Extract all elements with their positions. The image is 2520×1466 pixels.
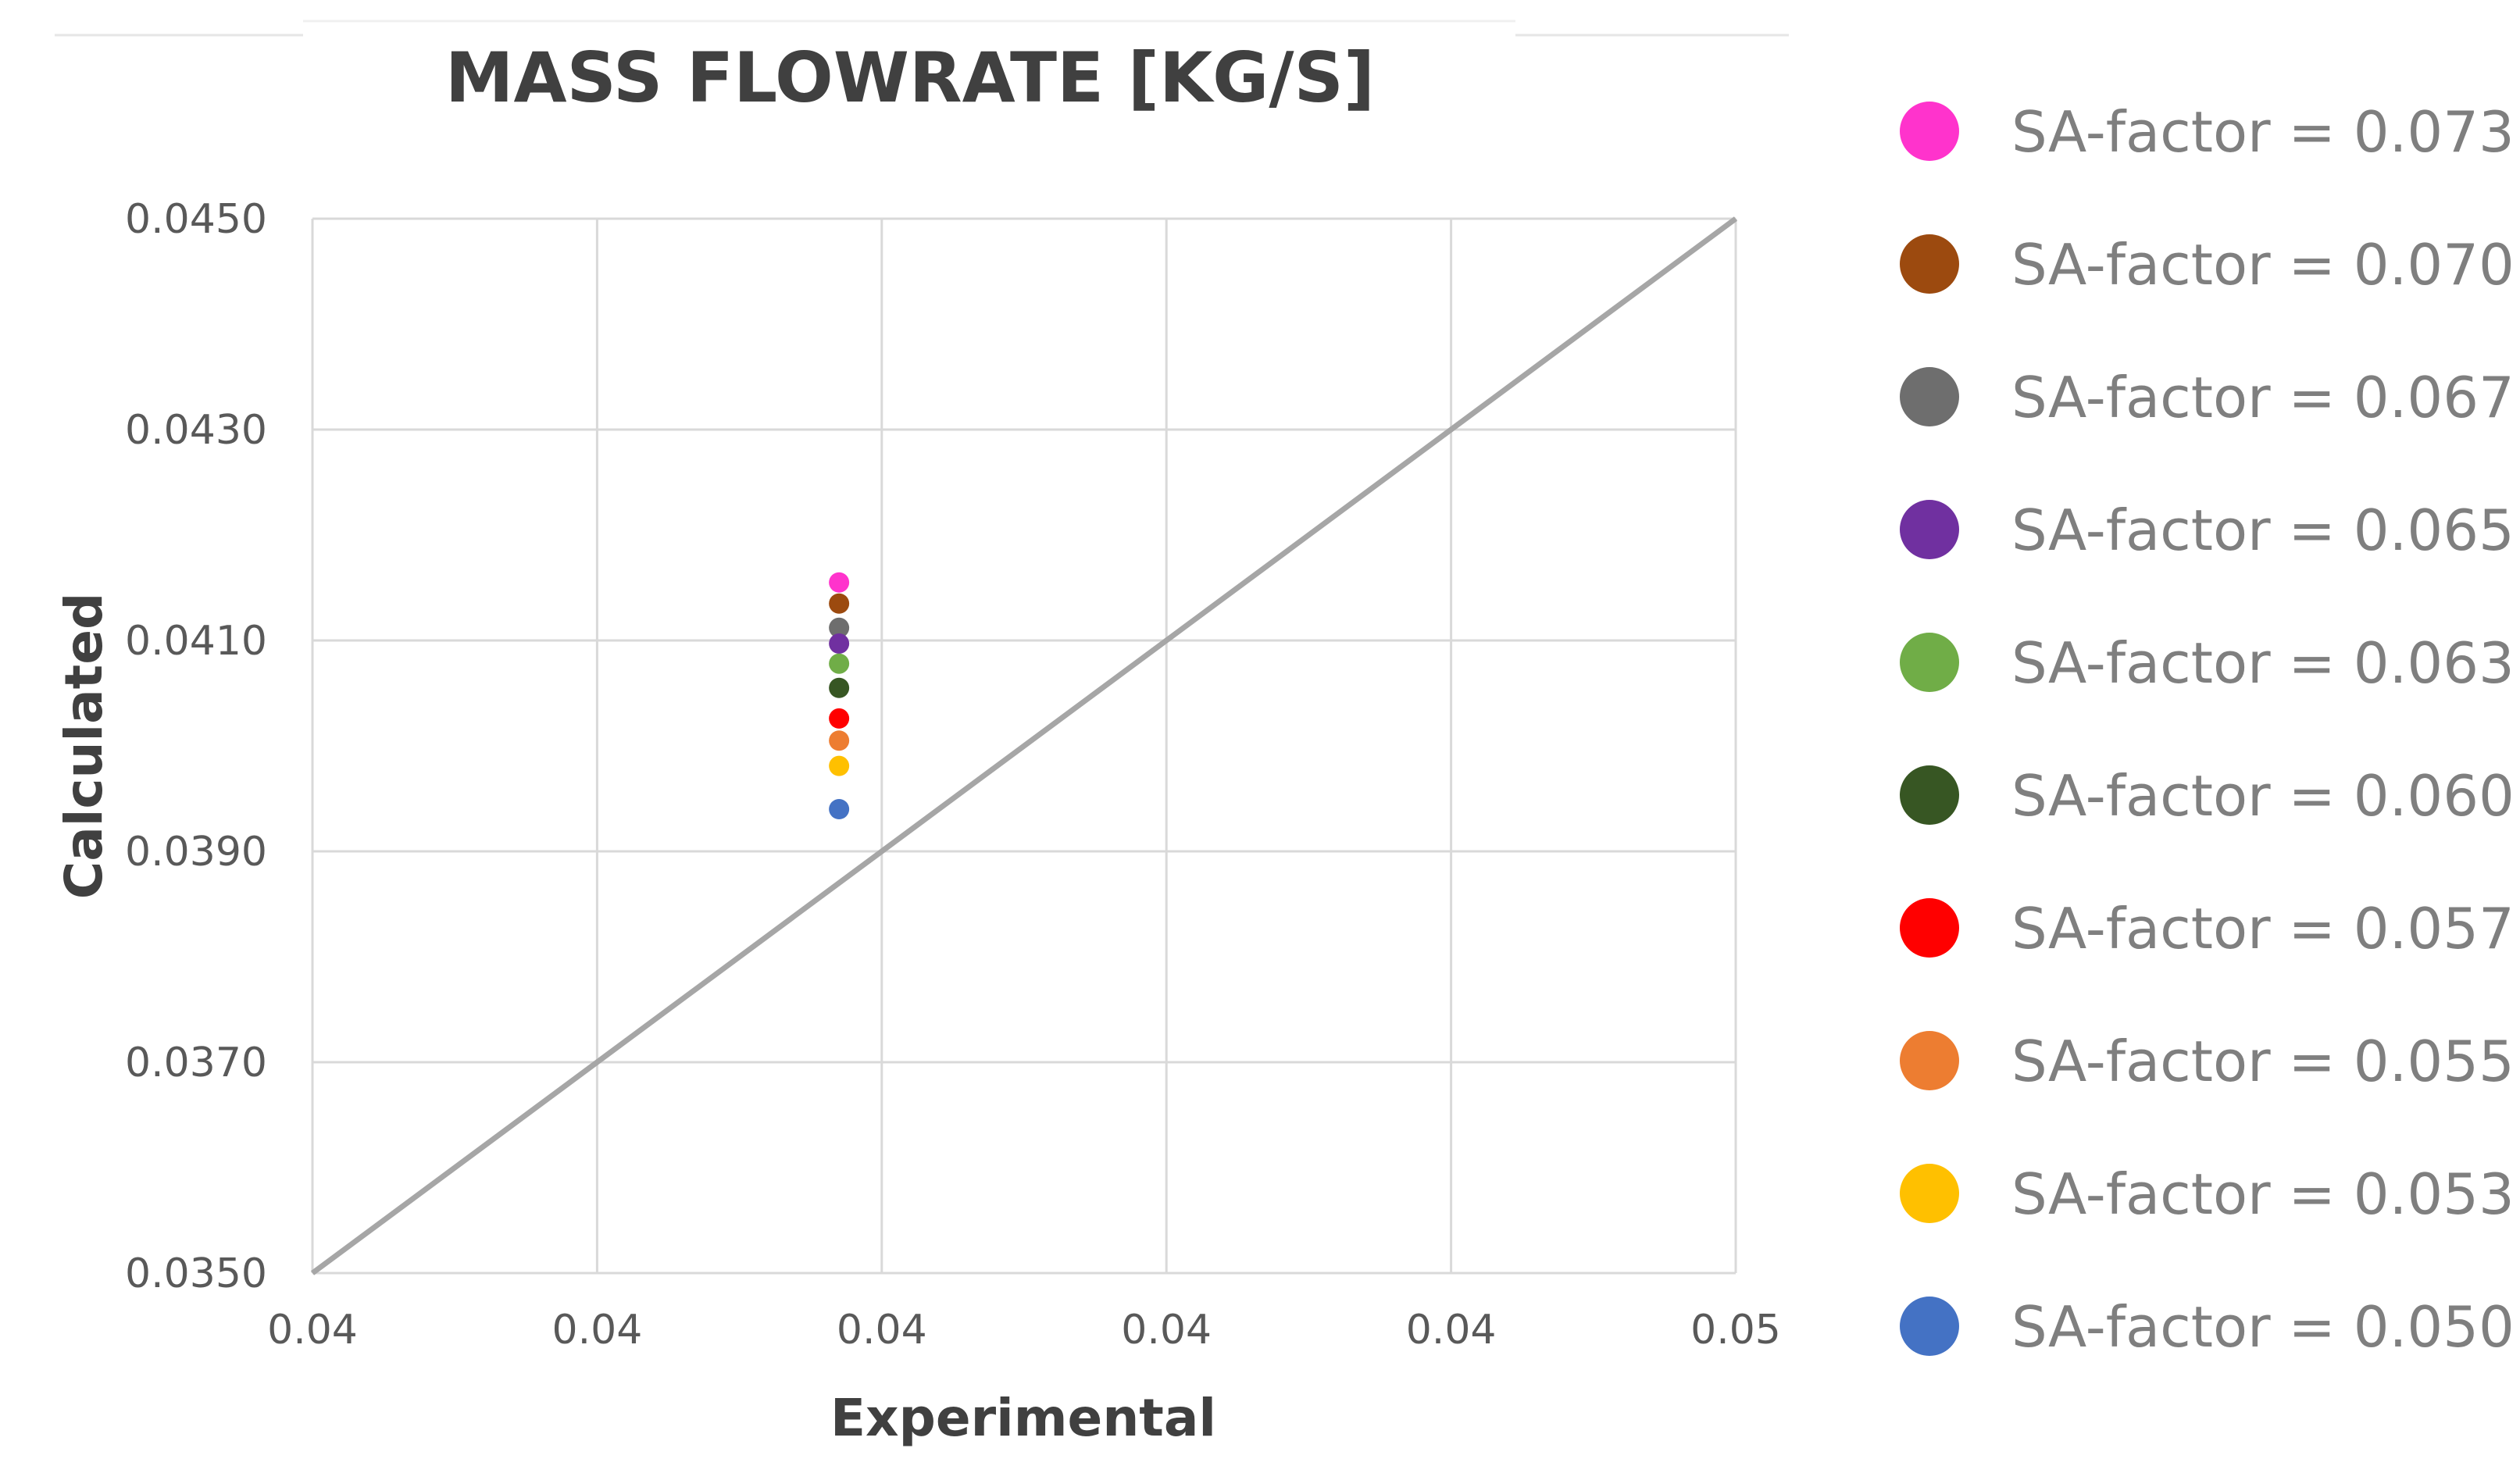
legend-label: SA-factor = 0.053: [2011, 1161, 2515, 1227]
data-point: [829, 708, 850, 729]
y-tick-label: 0.0450: [125, 196, 267, 243]
legend-marker: [1900, 102, 1959, 161]
legend-marker: [1900, 1164, 1959, 1223]
reference-line: [310, 216, 1738, 1275]
legend-label: SA-factor = 0.065: [2011, 498, 2515, 563]
y-tick-label: 0.0370: [125, 1040, 267, 1086]
legend-marker: [1900, 765, 1959, 825]
x-tick-label: 0.04: [1121, 1307, 1212, 1354]
legend-label: SA-factor = 0.073: [2011, 99, 2515, 165]
reference-line-group: [310, 216, 1738, 1275]
y-tick-label: 0.0390: [125, 829, 267, 876]
x-tick-label: 0.04: [837, 1307, 927, 1354]
legend-label: SA-factor = 0.070: [2011, 232, 2515, 298]
legend: SA-factor = 0.073 SA-factor = 0.070 SA-fac…: [1900, 99, 2515, 1360]
legend-label: SA-factor = 0.060: [2011, 763, 2515, 829]
data-point: [829, 755, 850, 776]
data-point: [829, 617, 850, 638]
y-tick-label: 0.0430: [125, 407, 267, 454]
data-point: [829, 593, 850, 614]
legend-marker: [1900, 367, 1959, 426]
y-tick-label: 0.0350: [125, 1250, 267, 1297]
data-point: [829, 677, 850, 698]
y-tick-label: 0.0410: [125, 618, 267, 665]
legend-label: SA-factor = 0.055: [2011, 1029, 2515, 1094]
plot-grid: [311, 217, 1737, 1275]
data-point: [829, 572, 850, 593]
legend-label: SA-factor = 0.067: [2011, 365, 2515, 430]
data-point: [829, 730, 850, 751]
y-axis-title: Calculated: [54, 593, 114, 899]
data-points: [829, 572, 850, 819]
legend-marker: [1900, 898, 1959, 958]
legend-marker: [1900, 1031, 1959, 1090]
x-tick-label: 0.04: [267, 1307, 358, 1354]
x-tick-labels: 0.04 0.04 0.04 0.04 0.04 0.05: [267, 1307, 1781, 1354]
legend-label: SA-factor = 0.050: [2011, 1294, 2515, 1360]
legend-label: SA-factor = 0.057: [2011, 896, 2515, 961]
x-tick-label: 0.05: [1690, 1307, 1781, 1354]
x-axis-title: Experimental: [830, 1388, 1216, 1448]
data-point: [829, 799, 850, 819]
data-point: [829, 653, 850, 674]
legend-label: SA-factor = 0.063: [2011, 630, 2515, 696]
data-point: [829, 633, 850, 655]
chart-title: MASS FLOWRATE [KG/S]: [445, 37, 1375, 118]
legend-marker: [1900, 1297, 1959, 1356]
legend-marker: [1900, 234, 1959, 294]
y-tick-labels: 0.0350 0.0370 0.0390 0.0410 0.0430 0.0450: [125, 196, 267, 1297]
legend-marker: [1900, 633, 1959, 692]
x-tick-label: 0.04: [552, 1307, 643, 1354]
legend-marker: [1900, 500, 1959, 559]
x-tick-label: 0.04: [1406, 1307, 1497, 1354]
